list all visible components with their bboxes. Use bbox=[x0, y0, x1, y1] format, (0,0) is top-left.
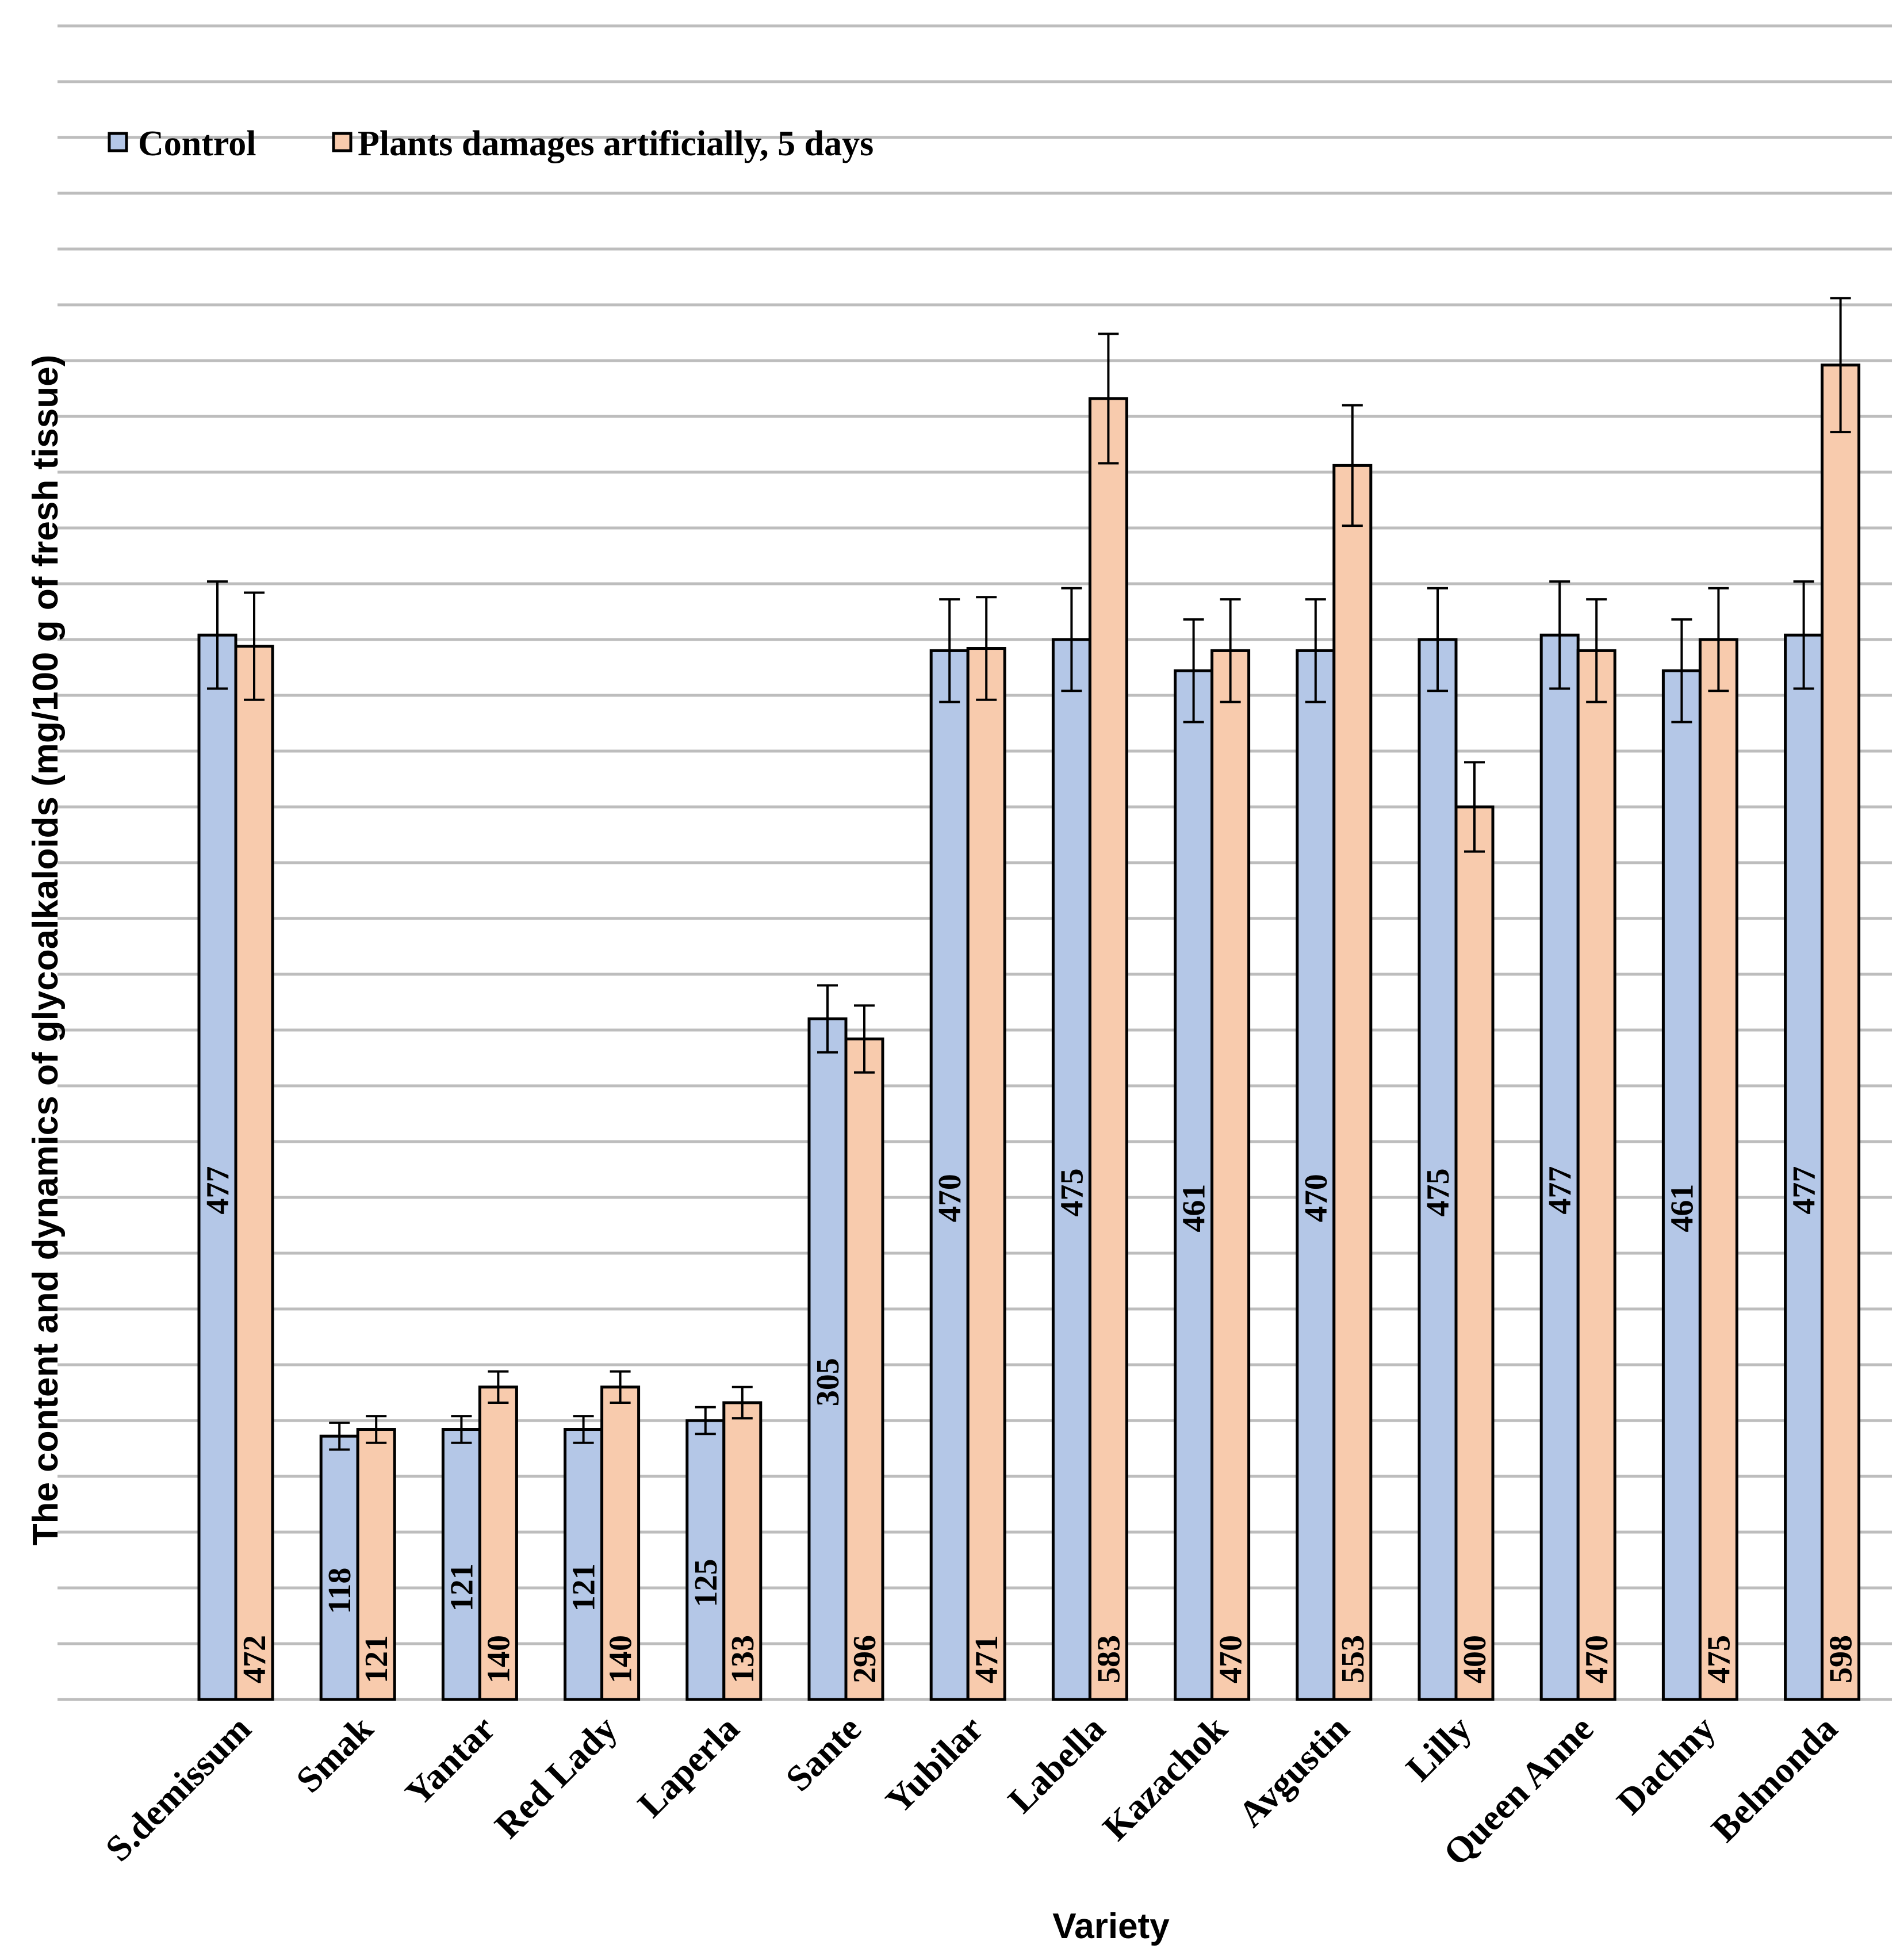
category-label: Lilly bbox=[1398, 1708, 1479, 1789]
value-label-damaged: 471 bbox=[969, 1635, 1005, 1683]
category-label: Smak bbox=[288, 1708, 381, 1800]
bar-damaged bbox=[966, 647, 1006, 1701]
category-label: Belmonda bbox=[1703, 1708, 1845, 1850]
value-label-control: 470 bbox=[1298, 1174, 1334, 1222]
bar-damaged bbox=[722, 1401, 763, 1701]
value-label-control: 477 bbox=[200, 1166, 236, 1215]
value-label-damaged: 121 bbox=[359, 1635, 394, 1683]
category-label: Avgustin bbox=[1230, 1708, 1357, 1835]
value-label-damaged: 133 bbox=[725, 1635, 761, 1683]
value-label-damaged: 475 bbox=[1701, 1635, 1737, 1683]
value-label-damaged: 400 bbox=[1457, 1635, 1493, 1683]
category-label: Dachny bbox=[1609, 1708, 1723, 1823]
category-label: Yubilar bbox=[878, 1708, 991, 1821]
value-label-damaged: 140 bbox=[481, 1635, 516, 1683]
value-label-control: 461 bbox=[1664, 1184, 1700, 1232]
value-label-damaged: 140 bbox=[603, 1635, 639, 1683]
value-label-control: 118 bbox=[322, 1568, 358, 1614]
bar-damaged bbox=[1088, 397, 1128, 1701]
bar-control bbox=[807, 1017, 848, 1701]
value-label-damaged: 470 bbox=[1213, 1635, 1249, 1683]
category-label: Yantar bbox=[397, 1708, 503, 1813]
value-label-control: 125 bbox=[688, 1559, 724, 1607]
value-label-control: 470 bbox=[932, 1174, 968, 1222]
bar-damaged bbox=[1332, 464, 1373, 1701]
value-label-control: 475 bbox=[1054, 1169, 1090, 1217]
bar-control bbox=[1174, 669, 1214, 1701]
legend-swatch-damaged bbox=[332, 132, 353, 152]
bar-damaged bbox=[844, 1038, 884, 1701]
category-label: Kazachok bbox=[1095, 1708, 1235, 1848]
value-label-damaged: 296 bbox=[847, 1635, 883, 1683]
bar-damaged bbox=[234, 645, 274, 1701]
legend: Control Plants damages artificially, 5 d… bbox=[108, 124, 874, 163]
value-label-control: 477 bbox=[1787, 1166, 1822, 1215]
legend-label-control: Control bbox=[138, 124, 256, 163]
bar-damaged bbox=[1698, 638, 1738, 1701]
category-label: Laperla bbox=[630, 1708, 747, 1825]
bar-damaged bbox=[1454, 805, 1495, 1701]
bar-damaged bbox=[1821, 363, 1861, 1701]
value-label-control: 121 bbox=[566, 1563, 602, 1611]
value-label-control: 475 bbox=[1420, 1169, 1456, 1217]
category-label: Labella bbox=[1000, 1708, 1113, 1821]
y-axis-title: The content and dynamics of glycoalkaloi… bbox=[26, 355, 66, 1546]
value-label-control: 461 bbox=[1177, 1184, 1212, 1232]
category-label: S.demissum bbox=[98, 1708, 259, 1869]
legend-swatch-control bbox=[108, 132, 128, 152]
bar-damaged bbox=[1210, 649, 1251, 1701]
value-label-damaged: 553 bbox=[1335, 1635, 1371, 1683]
value-label-damaged: 472 bbox=[237, 1635, 273, 1683]
bar-damaged bbox=[1576, 649, 1616, 1701]
bar-control bbox=[1051, 638, 1091, 1701]
data-labels: 4774721181211211401211401251333052964704… bbox=[200, 1166, 1859, 1683]
error-bars bbox=[207, 297, 1851, 1451]
value-label-damaged: 598 bbox=[1823, 1635, 1859, 1683]
value-label-control: 477 bbox=[1542, 1166, 1578, 1215]
value-label-control: 121 bbox=[444, 1563, 480, 1611]
x-axis-title: Variety bbox=[1052, 1907, 1170, 1946]
category-label: Red Lady bbox=[486, 1708, 625, 1846]
legend-label-damaged: Plants damages artificially, 5 days bbox=[358, 124, 874, 163]
value-label-damaged: 470 bbox=[1579, 1635, 1615, 1683]
bar-damaged bbox=[356, 1428, 396, 1701]
bar-damaged bbox=[600, 1385, 641, 1701]
category-label: Sante bbox=[778, 1708, 869, 1799]
value-label-damaged: 583 bbox=[1091, 1635, 1127, 1683]
bars bbox=[197, 363, 1861, 1701]
bar-control bbox=[1539, 633, 1580, 1701]
value-label-control: 305 bbox=[810, 1358, 846, 1406]
